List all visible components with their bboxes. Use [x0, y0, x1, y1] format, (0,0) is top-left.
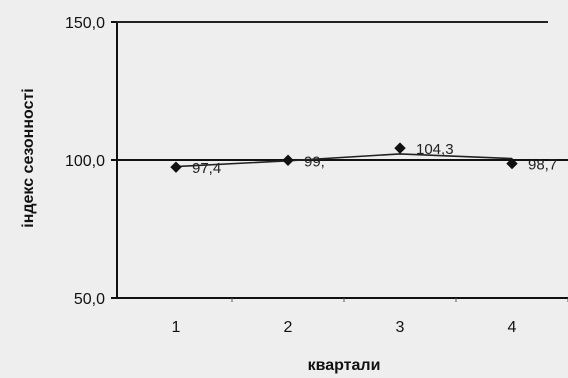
data-label: 97,4 — [192, 160, 221, 177]
data-point — [282, 154, 294, 166]
data-point — [506, 157, 518, 170]
y-tick-label: 50,0 — [74, 291, 105, 308]
data-labels-group: 97,4 99, 104,3 98,7 — [192, 141, 557, 177]
data-points-group — [170, 142, 518, 173]
x-tick-label: 3 — [396, 319, 405, 336]
x-tick-label: 4 — [508, 319, 517, 336]
trend-line — [175, 153, 513, 168]
data-point — [394, 142, 406, 154]
tick-labels-group: 150,0 100,0 50,0 1 2 3 4 — [65, 15, 517, 336]
x-tick-label: 2 — [284, 319, 293, 336]
data-label: 99, — [304, 153, 325, 170]
y-tick-label: 100,0 — [65, 153, 105, 170]
data-point — [170, 161, 182, 173]
y-tick-label: 150,0 — [65, 15, 105, 32]
data-label: 104,3 — [416, 141, 454, 158]
trend-line-group — [175, 153, 513, 168]
y-axis-title: індекс сезонності — [20, 88, 37, 228]
data-label: 98,7 — [528, 157, 557, 174]
x-axis-title: квартали — [308, 357, 381, 374]
x-tick-label: 1 — [172, 319, 181, 336]
